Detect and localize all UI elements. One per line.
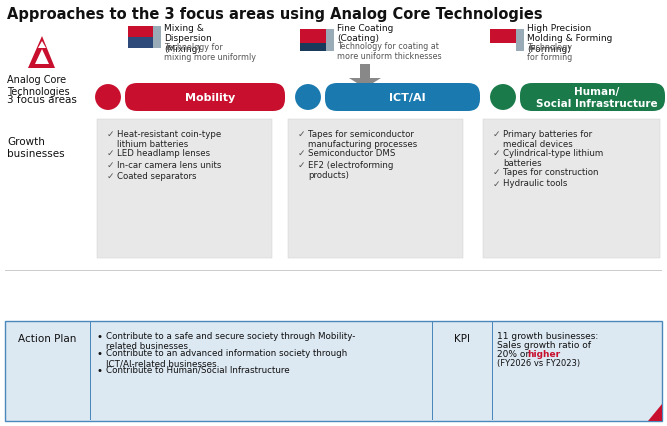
Circle shape: [94, 84, 122, 112]
Text: High Precision
Molding & Forming
(Forming): High Precision Molding & Forming (Formin…: [527, 24, 612, 54]
Bar: [490, 30, 516, 44]
Text: EF2 (electroforming
products): EF2 (electroforming products): [308, 160, 394, 179]
Circle shape: [294, 84, 322, 112]
Text: ✓: ✓: [107, 149, 115, 158]
Text: 11 growth businesses:: 11 growth businesses:: [497, 331, 598, 340]
Text: ✓: ✓: [493, 179, 500, 188]
Text: ✓: ✓: [107, 130, 115, 139]
Text: Primary batteries for
medical devices: Primary batteries for medical devices: [503, 130, 592, 149]
Bar: [326, 30, 334, 44]
Bar: [300, 44, 326, 52]
Text: Contribute to Human/Social Infrastructure: Contribute to Human/Social Infrastructur…: [106, 365, 289, 374]
Bar: [97, 120, 272, 259]
Bar: [288, 120, 463, 259]
Text: Human/
Social Infrastructure: Human/ Social Infrastructure: [536, 87, 658, 109]
Text: Technology
for forming: Technology for forming: [527, 43, 572, 62]
Text: Sales growth ratio of: Sales growth ratio of: [497, 340, 591, 349]
FancyBboxPatch shape: [520, 84, 665, 112]
Text: Mixing &
Dispersion
(Mixing): Mixing & Dispersion (Mixing): [164, 24, 211, 54]
Text: Analog Core
Technologies: Analog Core Technologies: [7, 75, 69, 96]
Bar: [492, 322, 493, 420]
Bar: [432, 322, 433, 420]
Text: ICT/AI: ICT/AI: [389, 93, 426, 103]
Text: Heat-resistant coin-type
lithium batteries: Heat-resistant coin-type lithium batteri…: [117, 130, 221, 149]
Text: •: •: [97, 365, 103, 375]
Bar: [326, 44, 334, 52]
Bar: [128, 38, 153, 49]
Text: ✓: ✓: [493, 167, 500, 177]
Bar: [498, 44, 516, 52]
Bar: [483, 120, 660, 259]
Bar: [90, 322, 91, 420]
Bar: [128, 27, 153, 38]
Text: Tapes for construction: Tapes for construction: [503, 167, 598, 177]
Polygon shape: [349, 79, 381, 89]
Text: Approaches to the 3 focus areas using Analog Core Technologies: Approaches to the 3 focus areas using An…: [7, 7, 543, 22]
Polygon shape: [35, 50, 49, 65]
Text: Fine Coating
(Coating): Fine Coating (Coating): [337, 24, 394, 43]
Text: Coated separators: Coated separators: [117, 172, 197, 181]
Bar: [516, 44, 524, 52]
Text: •: •: [97, 331, 103, 341]
Text: Contribute to a safe and secure society through Mobility-
related businesses: Contribute to a safe and secure society …: [106, 331, 356, 351]
Text: Growth
businesses: Growth businesses: [7, 137, 65, 158]
FancyBboxPatch shape: [125, 84, 285, 112]
Text: In-car camera lens units: In-car camera lens units: [117, 160, 221, 169]
Polygon shape: [28, 37, 55, 69]
Text: 20% or: 20% or: [497, 349, 532, 358]
FancyBboxPatch shape: [325, 84, 480, 112]
Text: ✓: ✓: [107, 160, 115, 169]
Text: Technology for
mixing more uniformly: Technology for mixing more uniformly: [164, 43, 256, 62]
Text: Cylindrical-type lithium
batteries: Cylindrical-type lithium batteries: [503, 149, 603, 168]
Text: LED headlamp lenses: LED headlamp lenses: [117, 149, 210, 158]
Text: KPI: KPI: [454, 333, 470, 343]
Bar: [5, 321, 662, 421]
Text: ✓: ✓: [298, 160, 305, 169]
Text: Mobility: Mobility: [185, 93, 235, 103]
Text: Action Plan: Action Plan: [18, 333, 76, 343]
Bar: [516, 30, 524, 44]
Text: Technology for coating at
more uniform thicknesses: Technology for coating at more uniform t…: [337, 42, 442, 61]
Text: •: •: [97, 348, 103, 358]
Text: ✓: ✓: [107, 172, 115, 181]
Bar: [360, 65, 370, 79]
Bar: [300, 30, 326, 44]
Text: 3 focus areas: 3 focus areas: [7, 95, 77, 105]
Text: ✓: ✓: [298, 149, 305, 158]
Text: (FY2026 vs FY2023): (FY2026 vs FY2023): [497, 358, 580, 367]
Text: higher: higher: [527, 349, 560, 358]
Text: ✓: ✓: [493, 149, 500, 158]
Text: Tapes for semiconductor
manufacturing processes: Tapes for semiconductor manufacturing pr…: [308, 130, 418, 149]
Text: Contribute to an advanced information society through
ICT/AI-related businesses: Contribute to an advanced information so…: [106, 348, 348, 368]
Polygon shape: [648, 404, 662, 421]
Text: ✓: ✓: [493, 130, 500, 139]
Polygon shape: [38, 42, 46, 49]
Text: Hydraulic tools: Hydraulic tools: [503, 179, 568, 188]
Circle shape: [489, 84, 517, 112]
Bar: [153, 27, 161, 49]
Text: ✓: ✓: [298, 130, 305, 139]
Text: Semiconductor DMS: Semiconductor DMS: [308, 149, 396, 158]
